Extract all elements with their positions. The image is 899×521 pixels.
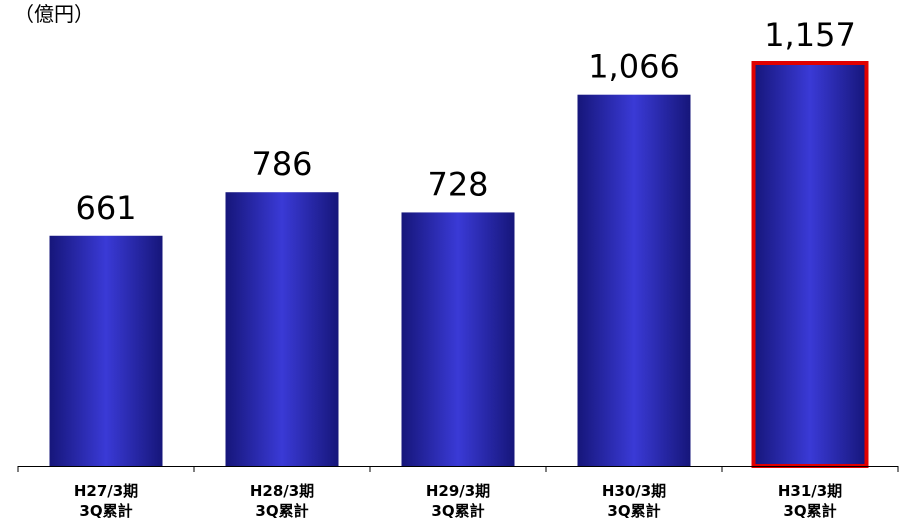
category-labels-layer: H27/3期 3Q累計 H28/3期 3Q累計 H29/3期 3Q累計 H30/3期 3Q累計…: [74, 482, 842, 520]
category-label: 3Q累計: [79, 502, 132, 520]
value-label: 661: [75, 189, 136, 227]
category-label: H31/3期: [778, 482, 842, 500]
category-label: H29/3期: [426, 482, 490, 500]
bars-layer: [49, 61, 869, 468]
bar: [577, 94, 691, 467]
value-label: 728: [427, 165, 488, 203]
value-label: 786: [251, 145, 312, 183]
value-label: 1,157: [764, 16, 856, 54]
category-label: 3Q累計: [431, 502, 484, 520]
value-labels-layer: 661 786 728 1,066 1,157: [75, 16, 855, 227]
bar: [49, 235, 163, 466]
x-axis: [17, 466, 899, 472]
unit-label: （億円）: [14, 2, 94, 26]
value-label: 1,066: [588, 48, 680, 86]
category-label: 3Q累計: [607, 502, 660, 520]
category-label: 3Q累計: [783, 502, 836, 520]
bar: [401, 212, 515, 466]
bar-highlighted: [751, 61, 869, 468]
category-label: H30/3期: [602, 482, 666, 500]
category-label: 3Q累計: [255, 502, 308, 520]
category-label: H28/3期: [250, 482, 314, 500]
category-label: H27/3期: [74, 482, 138, 500]
bar: [225, 192, 339, 466]
